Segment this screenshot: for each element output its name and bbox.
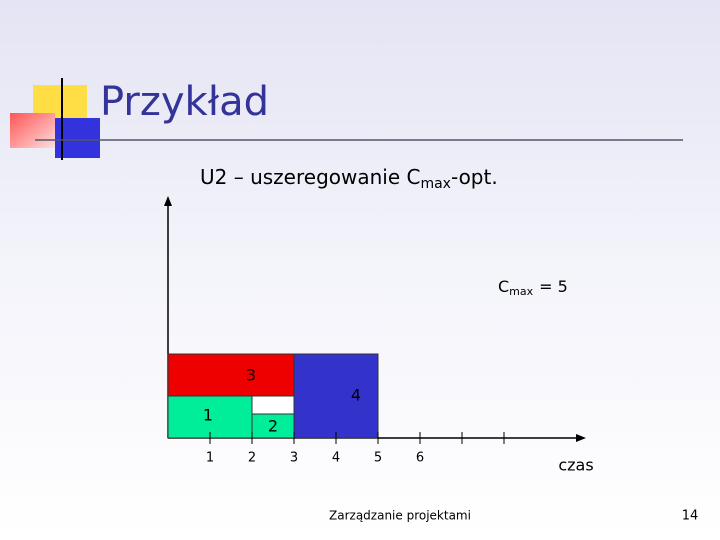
subtitle-sub: max (420, 176, 451, 192)
cmax: Cmax = 5 (498, 277, 568, 299)
tick-label: 2 (248, 451, 256, 466)
tick-label: 1 (206, 451, 214, 466)
subtitle: U2 – uszeregowanie Cmax-opt. (200, 165, 498, 193)
task-block (167, 353, 295, 397)
y-arrow (164, 196, 172, 206)
task-block (293, 353, 379, 439)
cmax-sub: max (509, 285, 533, 298)
footer-text: Zarządzanie projektami (329, 509, 471, 523)
subtitle-rest: -opt. (451, 165, 498, 189)
x-arrow (576, 434, 586, 442)
task-label: 4 (351, 386, 361, 405)
tick-label: 5 (374, 451, 382, 466)
task-label: 1 (203, 406, 213, 425)
tick-label: 4 (332, 451, 340, 466)
task-block (167, 395, 253, 439)
cmax-rest: = 5 (539, 277, 568, 296)
title: Przykład (100, 79, 269, 125)
task-label: 2 (268, 417, 278, 436)
page-number: 14 (682, 509, 699, 524)
idle-slot (251, 395, 295, 415)
subtitle-main: U2 – uszeregowanie C (200, 165, 420, 189)
tick-label: 3 (290, 451, 298, 466)
tick-label: 6 (416, 451, 424, 466)
deco-red (10, 113, 55, 148)
axis-label: czas (558, 456, 593, 475)
task-label: 3 (246, 366, 256, 385)
cmax-main: C (498, 277, 509, 296)
